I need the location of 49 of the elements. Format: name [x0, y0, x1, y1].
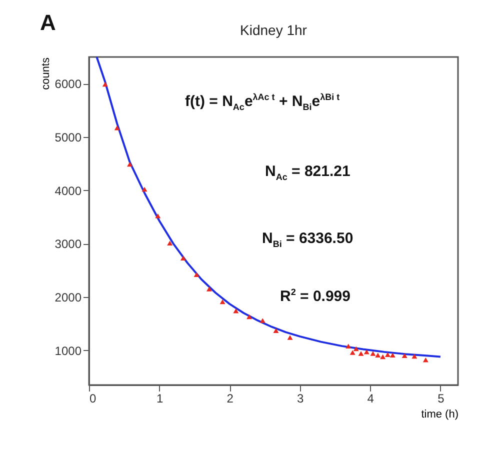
point — [114, 126, 120, 130]
x-tick-label: 4 — [367, 392, 374, 406]
point — [233, 308, 239, 314]
annotation: N$_{Ac}$ = 821.21 — [265, 163, 350, 182]
chart-title: Kidney 1hr — [240, 22, 308, 38]
y-tick-label: 3000 — [54, 237, 82, 252]
point — [194, 272, 200, 277]
x-tick-label: 1 — [156, 392, 164, 406]
point — [346, 344, 352, 348]
point — [220, 299, 226, 304]
y-tick-label: 2000 — [54, 290, 82, 304]
text: A — [40, 10, 56, 36]
point — [380, 354, 386, 360]
point — [167, 240, 173, 246]
y-tick-label: 4000 — [54, 184, 82, 198]
point — [180, 256, 186, 260]
x-tick-label: 5 — [438, 392, 445, 406]
point — [412, 354, 418, 359]
annotation: N$_{Bi}$ = 6336.50 — [262, 230, 354, 249]
point — [206, 286, 212, 292]
point — [273, 328, 279, 333]
y-axis-title: counts — [40, 57, 52, 90]
point — [422, 358, 428, 362]
point — [358, 351, 364, 356]
point — [384, 352, 390, 357]
annotation: f(t) = N$_{Ac}$e$^{λAc t}$ + N$_{Bi}$e$^{λBi t}$ — [185, 92, 340, 112]
point — [260, 318, 266, 323]
point — [350, 350, 356, 355]
x-axis-title: time (h) — [421, 408, 458, 420]
y-tick-label: 5000 — [54, 130, 82, 144]
point — [402, 353, 408, 358]
point — [155, 214, 161, 218]
x-tick-label: 2 — [226, 392, 234, 406]
x-tick-label: 3 — [297, 392, 304, 406]
point — [246, 314, 252, 320]
point — [102, 82, 108, 87]
point — [142, 186, 148, 192]
y-tick-label: 1000 — [54, 344, 82, 358]
annotation: R$^{2}$ = 0.999 — [280, 287, 350, 305]
point — [353, 346, 359, 352]
point — [287, 335, 293, 340]
point — [390, 352, 396, 358]
point — [364, 350, 370, 354]
point — [375, 352, 381, 358]
point — [127, 162, 133, 167]
line-series — [96, 56, 442, 358]
x-tick-label: 0 — [90, 392, 96, 406]
y-tick-label: 6000 — [54, 77, 82, 92]
point — [370, 351, 376, 356]
